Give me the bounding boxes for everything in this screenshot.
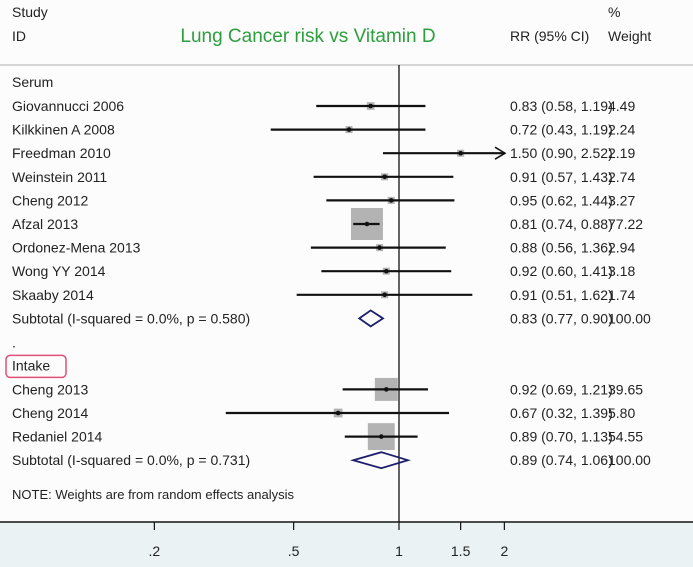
study-label: Skaaby 2014 <box>12 287 94 303</box>
x-tick-label: .5 <box>288 543 300 559</box>
subtotal-rr: 0.83 (0.77, 0.90) <box>510 310 613 326</box>
axis-band <box>0 523 693 567</box>
study-rr: 0.91 (0.57, 1.43) <box>510 169 613 185</box>
study-weight: 2.74 <box>608 169 635 185</box>
study-weight: 39.65 <box>608 381 643 397</box>
header-id: ID <box>12 28 26 44</box>
x-tick-label: .2 <box>149 543 161 559</box>
subtotal-rr: 0.89 (0.74, 1.06) <box>510 452 613 468</box>
group-label: Intake <box>12 357 50 373</box>
study-label: Cheng 2012 <box>12 192 89 208</box>
study-label: Afzal 2013 <box>12 216 78 232</box>
study-weight: 2.24 <box>608 122 635 138</box>
study-weight: 1.74 <box>608 287 635 303</box>
header-weight: Weight <box>608 28 651 44</box>
group-label: Serum <box>12 74 53 90</box>
x-tick-label: 2 <box>500 543 508 559</box>
study-rr: 0.92 (0.60, 1.41) <box>510 263 613 279</box>
study-point <box>368 103 373 109</box>
x-tick-label: 1 <box>395 543 403 559</box>
x-tick-label: 1.5 <box>451 543 471 559</box>
study-label: Cheng 2013 <box>12 381 89 397</box>
subtotal-label: Subtotal (I-squared = 0.0%, p = 0.731) <box>12 452 250 468</box>
study-rr: 0.92 (0.69, 1.21) <box>510 381 613 397</box>
chart-title: Lung Cancer risk vs Vitamin D <box>180 26 435 47</box>
study-label: Weinstein 2011 <box>12 169 107 185</box>
study-point <box>384 387 389 392</box>
study-label: Freedman 2010 <box>12 145 111 161</box>
study-weight: 4.49 <box>608 98 635 114</box>
study-label: Kilkkinen A 2008 <box>12 122 115 138</box>
study-point <box>458 150 463 156</box>
study-rr: 0.88 (0.56, 1.36) <box>510 240 613 256</box>
study-rr: 0.72 (0.43, 1.19) <box>510 122 613 138</box>
subtotal-weight: 100.00 <box>608 310 651 326</box>
study-rr: 0.91 (0.51, 1.62) <box>510 287 613 303</box>
study-weight: 3.27 <box>608 192 635 208</box>
study-weight: 77.22 <box>608 216 643 232</box>
group-highlight-box <box>5 354 67 379</box>
study-label: Redaniel 2014 <box>12 429 103 445</box>
study-point <box>377 245 382 250</box>
header-rr: RR (95% CI) <box>510 28 589 44</box>
study-point <box>382 174 387 180</box>
study-weight: 2.19 <box>608 145 635 161</box>
group-separator: . <box>12 334 16 350</box>
study-rr: 0.95 (0.62, 1.44) <box>510 192 613 208</box>
note: NOTE: Weights are from random effects an… <box>12 487 295 502</box>
study-point <box>364 221 370 227</box>
study-point <box>378 434 384 439</box>
study-rr: 0.81 (0.74, 0.88) <box>510 216 613 232</box>
subtotal-diamond <box>357 309 385 328</box>
study-rr: 0.89 (0.70, 1.13) <box>510 429 613 445</box>
study-label: Giovannucci 2006 <box>12 98 124 114</box>
subtotal-label: Subtotal (I-squared = 0.0%, p = 0.580) <box>12 310 250 326</box>
subtotal-diamond <box>349 451 411 470</box>
study-label: Ordonez-Mena 2013 <box>12 240 141 256</box>
study-point <box>346 127 352 132</box>
study-point <box>335 410 341 416</box>
study-weight: 3.18 <box>608 263 635 279</box>
study-weight: 2.94 <box>608 240 635 256</box>
study-rr: 0.83 (0.58, 1.19) <box>510 98 613 114</box>
header-study: Study <box>12 4 48 20</box>
study-weight: 5.80 <box>608 405 635 421</box>
study-point <box>382 292 387 298</box>
ci-arrow <box>494 146 507 160</box>
study-rr: 0.67 (0.32, 1.39) <box>510 405 613 421</box>
study-label: Cheng 2014 <box>12 405 89 421</box>
study-weight: 54.55 <box>608 429 643 445</box>
study-rr: 1.50 (0.90, 2.52) <box>510 145 613 161</box>
header-percent: % <box>608 4 620 20</box>
study-point <box>388 198 394 203</box>
study-point <box>384 268 389 274</box>
subtotal-weight: 100.00 <box>608 452 651 468</box>
study-label: Wong YY 2014 <box>12 263 106 279</box>
